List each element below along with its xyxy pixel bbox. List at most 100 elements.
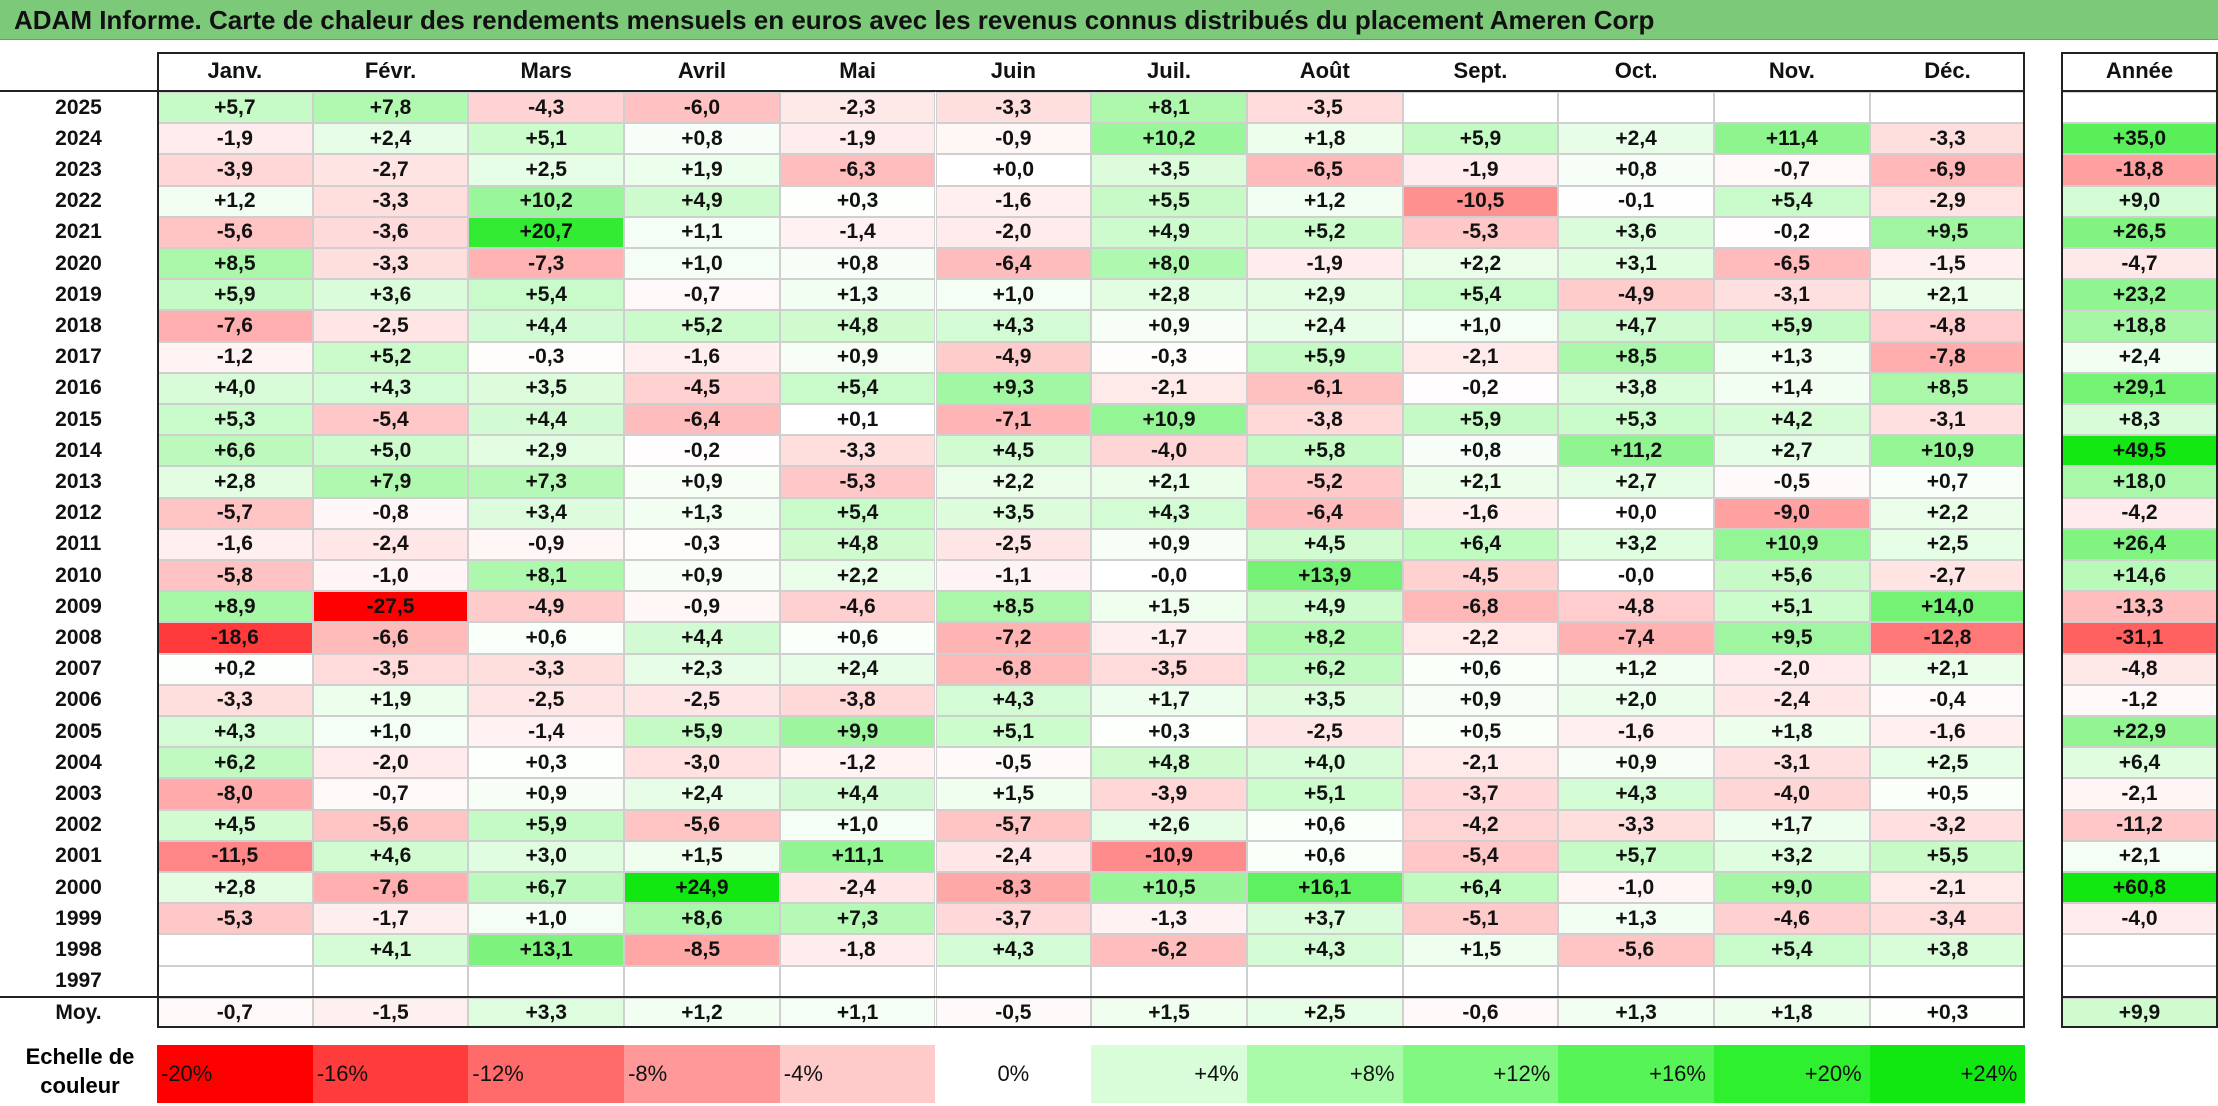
year-label: 2010: [55, 563, 102, 587]
heatmap-cell: +1,9: [624, 154, 780, 186]
heatmap-cell: +5,2: [312, 341, 469, 373]
heatmap-cell: -4,5: [1402, 560, 1559, 592]
annual-cell: +23,2: [2061, 279, 2218, 311]
heatmap-cell: +5,1: [935, 716, 1092, 748]
annual-cell: +2,4: [2061, 341, 2218, 373]
heatmap-cell: +10,9: [1091, 404, 1247, 436]
heatmap-cell: +1,9: [312, 684, 469, 716]
heatmap-cell: +0,8: [1402, 435, 1559, 467]
average-cell: +1,8: [1714, 998, 1870, 1028]
heatmap-cell: +5,6: [1714, 560, 1870, 592]
heatmap-cell: +1,3: [1558, 903, 1714, 935]
heatmap-cell: +5,1: [1714, 591, 1870, 623]
heatmap-cell: +5,9: [1402, 123, 1559, 155]
annual-cell: +22,9: [2061, 716, 2218, 748]
annual-cell: +29,1: [2061, 372, 2218, 404]
heatmap-cell: -5,4: [312, 404, 469, 436]
heatmap-cell: +1,8: [1714, 716, 1870, 748]
heatmap-cell: +4,6: [312, 840, 469, 872]
heatmap-cell: -3,7: [1402, 778, 1559, 810]
heatmap-cell: -0,9: [935, 123, 1092, 155]
heatmap-cell: +2,5: [1869, 747, 2026, 779]
month-header: Juin: [990, 57, 1036, 83]
heatmap-cell: +2,2: [1402, 248, 1559, 280]
average-cell: +1,5: [1091, 998, 1247, 1028]
heatmap-cell: -5,7: [157, 497, 313, 529]
heatmap-cell: +3,0: [468, 840, 625, 872]
heatmap-cell: +2,4: [1246, 310, 1403, 342]
heatmap-cell: -2,5: [935, 528, 1092, 560]
annual-cell: -13,3: [2061, 591, 2218, 623]
heatmap-cell: -6,4: [935, 248, 1092, 280]
heatmap-cell: +0,6: [779, 622, 936, 654]
month-header: Avril: [677, 57, 726, 83]
heatmap-cell: -6,0: [624, 92, 780, 124]
heatmap-cell: +10,9: [1869, 435, 2026, 467]
heatmap-cell: -3,5: [1246, 92, 1403, 124]
heatmap-cell: +4,3: [1246, 934, 1403, 966]
heatmap-cell: +1,2: [157, 185, 313, 217]
annual-cell: +2,1: [2061, 840, 2218, 872]
heatmap-cell: +0,9: [468, 778, 625, 810]
heatmap-cell: -0,2: [1714, 216, 1870, 248]
heatmap-cell: -0,7: [624, 279, 780, 311]
heatmap-cell: -10,5: [1402, 185, 1559, 217]
heatmap-cell: -3,3: [312, 248, 469, 280]
heatmap-cell: +2,5: [1869, 528, 2026, 560]
heatmap-cell: -3,6: [312, 216, 469, 248]
annual-cell: +35,0: [2061, 123, 2218, 155]
heatmap-cell: +5,9: [468, 809, 625, 841]
heatmap-cell: +9,5: [1869, 216, 2026, 248]
heatmap-cell: +4,9: [1091, 216, 1247, 248]
heatmap-cell: +11,4: [1714, 123, 1870, 155]
average-cell: -0,5: [935, 998, 1092, 1028]
heatmap-cell: [1714, 965, 1870, 997]
heatmap-cell: -3,3: [1558, 809, 1714, 841]
heatmap-cell: -4,9: [935, 341, 1092, 373]
heatmap-cell: -2,7: [312, 154, 469, 186]
annual-cell: +26,4: [2061, 528, 2218, 560]
heatmap-cell: -2,1: [1402, 341, 1559, 373]
heatmap-cell: +0,9: [779, 341, 936, 373]
heatmap-cell: +0,7: [1869, 466, 2026, 498]
report-title: ADAM Informe. Carte de chaleur des rende…: [0, 0, 2218, 40]
heatmap-cell: +9,0: [1714, 872, 1870, 904]
heatmap-cell: +0,6: [1246, 840, 1403, 872]
heatmap-cell: +2,9: [468, 435, 625, 467]
heatmap-cell: +0,9: [624, 466, 780, 498]
month-header: Mars: [520, 57, 572, 83]
month-header: Janv.: [207, 57, 263, 83]
heatmap-cell: -3,4: [1869, 903, 2026, 935]
heatmap-cell: +5,1: [468, 123, 625, 155]
heatmap-cell: +0,2: [157, 653, 313, 685]
heatmap-cell: +0,9: [1402, 684, 1559, 716]
heatmap-cell: +4,4: [468, 310, 625, 342]
legend-swatch: -4%: [779, 1045, 936, 1103]
heatmap-cell: -1,9: [157, 123, 313, 155]
heatmap-cell: -0,2: [624, 435, 780, 467]
year-label: 2008: [55, 625, 102, 649]
heatmap-cell: [779, 965, 936, 997]
heatmap-cell: +3,5: [1246, 684, 1403, 716]
heatmap-cell: +7,9: [312, 466, 469, 498]
heatmap-cell: -4,8: [1869, 310, 2026, 342]
heatmap-cell: +7,3: [468, 466, 625, 498]
heatmap-cell: +1,5: [1091, 591, 1247, 623]
heatmap-cell: -6,2: [1091, 934, 1247, 966]
heatmap-cell: -6,9: [1869, 154, 2026, 186]
heatmap-cell: +2,1: [1869, 653, 2026, 685]
heatmap-cell: -2,3: [779, 92, 936, 124]
heatmap-cell: -0,3: [468, 341, 625, 373]
heatmap-cell: -1,6: [1402, 497, 1559, 529]
heatmap-cell: -5,4: [1402, 840, 1559, 872]
heatmap-cell: -4,6: [779, 591, 936, 623]
heatmap-cell: -5,1: [1402, 903, 1559, 935]
heatmap-cell: +2,8: [1091, 279, 1247, 311]
heatmap-cell: [468, 965, 625, 997]
heatmap-cell: -3,3: [1869, 123, 2026, 155]
year-label: 2020: [55, 251, 102, 275]
year-label: 2007: [55, 657, 102, 681]
heatmap-cell: -1,4: [779, 216, 936, 248]
heatmap-cell: +8,9: [157, 591, 313, 623]
heatmap-cell: +4,3: [935, 684, 1092, 716]
